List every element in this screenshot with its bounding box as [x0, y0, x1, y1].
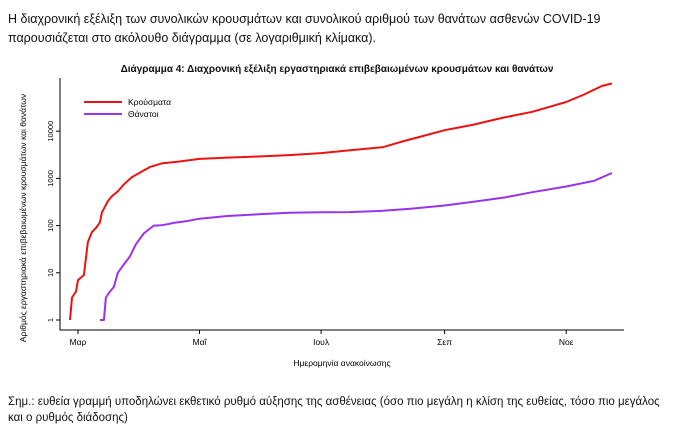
- plot-frame: [59, 78, 624, 331]
- x-tick-label: Νοε: [559, 337, 574, 347]
- chart-series: [69, 82, 613, 321]
- legend-label: Θάνατοι: [128, 109, 159, 119]
- chart-title: Διάγραμμα 4: Διαχρονική εξέλιξη εργαστηρ…: [120, 64, 554, 75]
- series-line-deaths: [99, 172, 613, 321]
- chart-legend: Κρούσματα Θάνατοι: [84, 97, 171, 119]
- chart-axes: 1 10 100 1000 10000 Μαρ Μαΐ Ιουλ Σεπ Νοε Ημερομηνί…: [18, 78, 624, 368]
- intro-text: Η διαχρονική εξέλιξη των συνολικών κρουσ…: [8, 12, 601, 45]
- x-axis-label: Ημερομηνία ανακοίνωσης: [293, 358, 390, 368]
- x-tick-label: Σεπ: [437, 337, 452, 347]
- series-line-cases: [69, 82, 613, 321]
- y-tick-label: 1: [46, 318, 55, 322]
- y-tick-label: 10000: [46, 121, 55, 142]
- legend-label: Κρούσματα: [128, 97, 171, 107]
- y-tick-label: 10: [46, 269, 55, 277]
- x-tick-label: Μαΐ: [193, 337, 208, 347]
- x-tick-label: Ιουλ: [313, 337, 330, 347]
- y-axis-label: Αριθμός εργαστηριακά επιβεβαιωμένων κρου…: [18, 94, 28, 342]
- note-text: Σημ.: ευθεία γραμμή υποδηλώνει εκθετικό …: [8, 396, 660, 424]
- y-tick-label: 100: [46, 219, 55, 232]
- y-tick-label: 1000: [46, 170, 55, 187]
- x-tick-label: Μαρ: [70, 337, 87, 347]
